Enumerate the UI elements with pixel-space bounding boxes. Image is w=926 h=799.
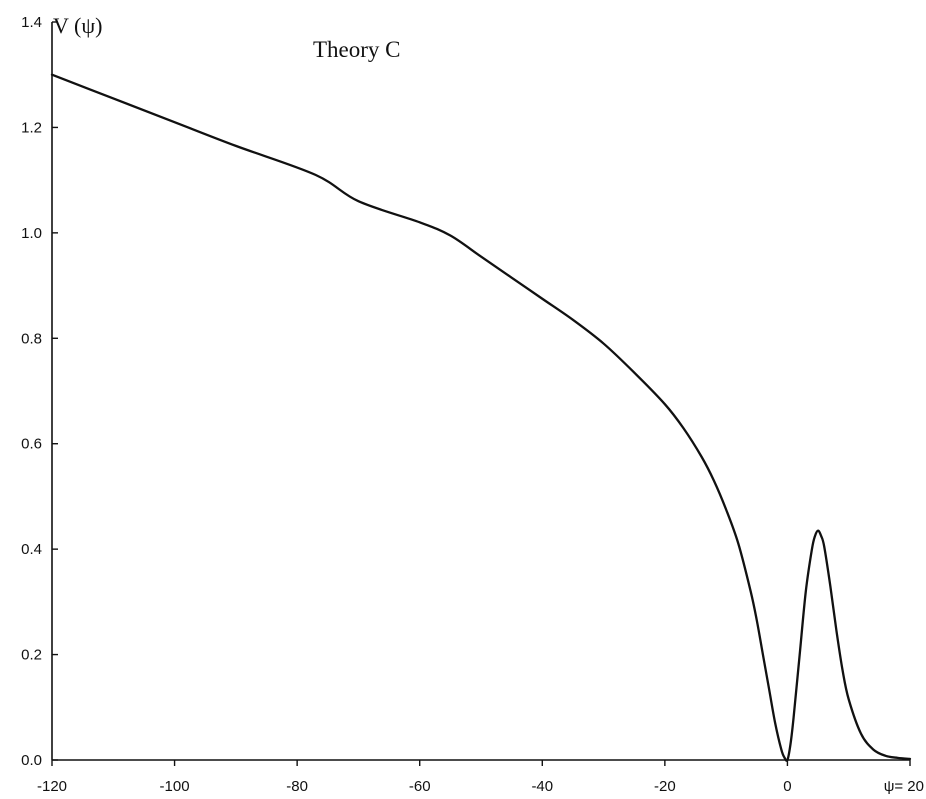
y-ticks: 0.0 0.2 0.4 0.6 0.8 1.0 1.2 1.4 [21,14,58,769]
y-tick-label: 0.2 [21,647,42,664]
x-tick-label: -40 [531,778,553,795]
axes [51,22,910,761]
y-axis-label: V (ψ) [53,13,102,38]
x-tick-label: -100 [160,778,190,795]
y-tick-label: 0.0 [21,752,42,769]
x-ticks: -120 -100 -80 -60 -40 -20 0 ψ= 20 [37,760,924,795]
y-tick-label: 1.4 [21,14,42,31]
x-tick-label: -80 [286,778,308,795]
x-tick-label: -20 [654,778,676,795]
x-tick-label: 0 [783,778,791,795]
x-tick-label: -60 [409,778,431,795]
y-tick-label: 1.0 [21,225,42,242]
x-tick-label: -120 [37,778,67,795]
y-tick-label: 0.4 [21,541,42,558]
x-tick-label: ψ= 20 [884,778,924,795]
series-line [50,73,912,762]
y-tick-label: 1.2 [21,119,42,136]
chart-title: Theory C [313,37,401,62]
y-tick-label: 0.6 [21,436,42,453]
y-tick-label: 0.8 [21,330,42,347]
